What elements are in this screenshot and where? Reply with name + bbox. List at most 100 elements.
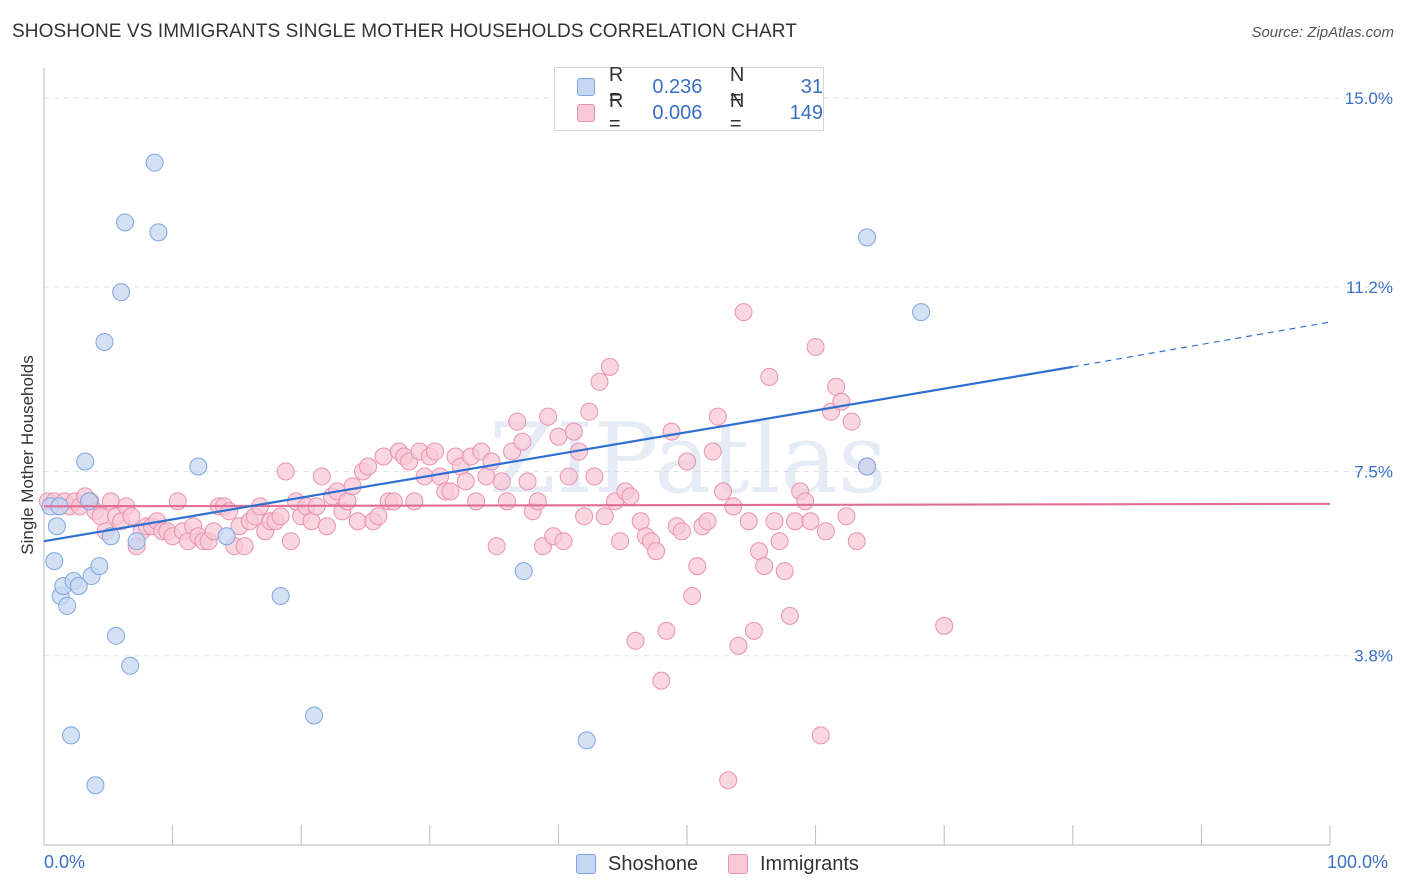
data-point — [729, 636, 748, 655]
data-point — [90, 557, 109, 576]
data-point — [271, 507, 290, 526]
axes — [43, 68, 1331, 846]
immigrants-swatch — [577, 104, 595, 122]
shoshone-swatch — [576, 854, 596, 874]
data-point — [559, 467, 578, 486]
stats-legend: R = 0.236 N = 31 R = 0.006 N = 149 — [554, 64, 824, 135]
data-point — [611, 532, 630, 551]
data-point — [76, 452, 95, 471]
data-point — [343, 477, 362, 496]
data-point — [827, 377, 846, 396]
data-point — [662, 422, 681, 441]
data-point — [847, 532, 866, 551]
y-tick-label: 7.5% — [1354, 462, 1393, 481]
data-point — [647, 542, 666, 561]
immigrants-swatch — [728, 854, 748, 874]
data-point — [101, 527, 120, 546]
legend-r-label: R = — [608, 64, 624, 109]
legend-row-shoshone: R = 0.236 N = 31 — [577, 64, 824, 109]
legend-r-value: 0.236 — [652, 75, 703, 98]
y-tick-label: 3.8% — [1354, 647, 1393, 666]
data-point — [112, 283, 131, 302]
data-point — [760, 367, 779, 386]
data-point — [271, 586, 290, 605]
legend-n-label: N = — [729, 90, 745, 135]
data-point — [577, 731, 596, 750]
legend-n-value: 31 — [800, 75, 824, 98]
data-point — [600, 357, 619, 376]
data-point — [107, 626, 126, 645]
data-point — [595, 507, 614, 526]
data-point — [739, 512, 758, 531]
data-point — [811, 726, 830, 745]
data-point — [91, 507, 110, 526]
data-point — [497, 492, 516, 511]
data-point — [359, 457, 378, 476]
y-tick-labels: 3.8% 7.5% 11.2% 15.0% — [1345, 89, 1393, 666]
data-point — [580, 402, 599, 421]
data-point — [456, 472, 475, 491]
data-point — [121, 656, 140, 675]
grid-lines — [44, 97, 1386, 657]
data-point — [806, 337, 825, 356]
shoshone-trend-line — [43, 365, 1073, 543]
data-point — [116, 213, 135, 232]
data-point — [698, 512, 717, 531]
data-point — [549, 427, 568, 446]
y-axis-label: Single Mother Households — [18, 355, 37, 555]
data-point — [425, 442, 444, 461]
data-point — [564, 422, 583, 441]
data-point — [801, 512, 820, 531]
data-point — [145, 153, 164, 172]
data-point — [69, 577, 88, 596]
data-point — [775, 562, 794, 581]
y-tick-label: 11.2% — [1346, 278, 1393, 297]
y-tick-label: 15.0% — [1345, 89, 1393, 108]
data-point — [62, 726, 81, 745]
data-point — [235, 537, 254, 556]
data-point — [734, 303, 753, 322]
data-point — [744, 621, 763, 640]
data-point — [528, 492, 547, 511]
data-point — [858, 228, 877, 247]
data-point — [58, 596, 77, 615]
data-point — [86, 776, 105, 795]
data-point — [189, 457, 208, 476]
data-point — [935, 616, 954, 635]
data-point — [217, 527, 236, 546]
data-point — [714, 482, 733, 501]
data-point — [842, 412, 861, 431]
legend-r-label: R = — [608, 90, 624, 135]
data-point — [127, 532, 146, 551]
data-point — [487, 537, 506, 556]
data-point — [47, 517, 66, 536]
data-point — [585, 467, 604, 486]
x-tick-label-min: 0.0% — [44, 852, 86, 872]
data-point — [796, 492, 815, 511]
data-point — [338, 492, 357, 511]
data-point — [539, 407, 558, 426]
data-point — [149, 223, 168, 242]
data-point — [384, 492, 403, 511]
data-point — [369, 507, 388, 526]
data-point — [554, 532, 573, 551]
shoshone-trend-extension — [1072, 321, 1331, 368]
data-point — [467, 492, 486, 511]
data-point — [441, 482, 460, 501]
data-point — [312, 467, 331, 486]
shoshone-swatch — [577, 78, 595, 96]
data-point — [708, 407, 727, 426]
data-point — [683, 586, 702, 605]
data-point — [688, 557, 707, 576]
data-point — [719, 771, 738, 790]
bottom-legend-immigrants: Immigrants — [728, 852, 859, 876]
legend-row-immigrants: R = 0.006 N = 149 — [577, 90, 823, 135]
data-point — [348, 512, 367, 531]
data-point — [724, 497, 743, 516]
data-point — [45, 552, 64, 571]
data-point — [168, 492, 187, 511]
data-point — [912, 303, 931, 322]
data-point — [95, 332, 114, 351]
bottom-legend-label: Shoshone — [608, 852, 699, 875]
